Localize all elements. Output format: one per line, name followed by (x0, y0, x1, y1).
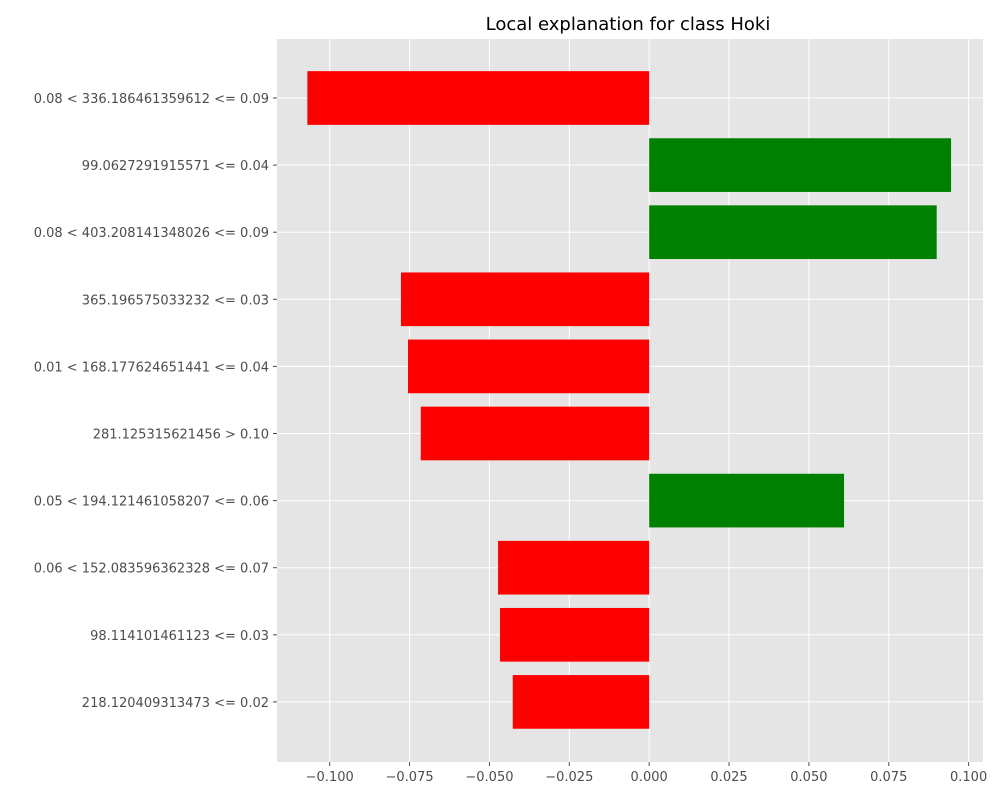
x-tick-label: −0.050 (465, 770, 513, 785)
x-tick-label: 0.050 (790, 770, 827, 785)
y-tick-label: 0.05 < 194.121461058207 <= 0.06 (34, 495, 269, 510)
y-tick-label: 0.08 < 336.186461359612 <= 0.09 (34, 92, 269, 107)
bar (407, 339, 650, 394)
bar (512, 675, 650, 729)
chart-title: Local explanation for class Hoki (486, 14, 771, 35)
bar (498, 540, 650, 595)
bar (307, 71, 650, 125)
y-tick-label: 98.114101461123 <= 0.03 (90, 629, 269, 644)
bar (420, 406, 650, 461)
y-tick-label: 281.125315621456 > 0.10 (93, 428, 269, 443)
y-tick-label: 218.120409313473 <= 0.02 (82, 696, 269, 711)
x-tick-label: −0.100 (306, 770, 354, 785)
y-tick-label: 99.0627291915571 <= 0.04 (82, 159, 269, 174)
x-axis: −0.100 −0.075 −0.050 −0.025 0.000 0.025 0.050 0… (306, 762, 987, 785)
bar (649, 205, 937, 260)
bar (649, 473, 845, 528)
x-tick-label: 0.075 (870, 770, 907, 785)
x-tick-label: 0.100 (950, 770, 987, 785)
y-axis: 0.08 < 336.186461359612 <= 0.09 99.062729… (34, 92, 277, 711)
bar (499, 607, 650, 662)
bar (649, 138, 952, 192)
x-tick-label: −0.075 (386, 770, 434, 785)
x-tick-label: 0.000 (631, 770, 668, 785)
bar (400, 272, 650, 327)
y-tick-label: 0.06 < 152.083596362328 <= 0.07 (34, 562, 269, 577)
y-tick-label: 0.01 < 168.177624651441 <= 0.04 (34, 360, 269, 375)
x-tick-label: −0.025 (545, 770, 593, 785)
x-tick-label: 0.025 (710, 770, 747, 785)
y-tick-label: 0.08 < 403.208141348026 <= 0.09 (34, 226, 269, 241)
y-tick-label: 365.196575033232 <= 0.03 (82, 293, 269, 308)
bars (307, 71, 952, 729)
